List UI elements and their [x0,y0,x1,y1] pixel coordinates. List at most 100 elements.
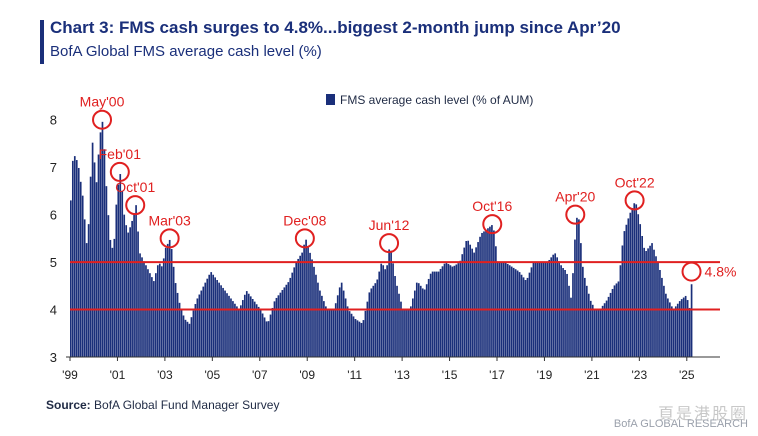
cash-bar [483,231,485,357]
cash-bar [330,309,333,357]
cash-bar [273,301,276,357]
annotation-label: Jun'12 [369,217,410,233]
x-tick-label: '01 [110,368,126,382]
cash-bar [194,304,197,357]
cash-bar [238,309,240,357]
cash-bar [279,292,282,357]
cash-bar [655,256,657,357]
cash-bar [530,267,533,357]
cash-bar [79,181,82,357]
cash-bar [218,282,220,357]
cash-bar [400,301,402,357]
cash-bar [518,272,521,357]
cash-bar [255,304,258,357]
annotation-label: May'00 [80,94,125,110]
cash-bar [633,203,636,357]
cash-bar [267,321,270,357]
cash-bar [283,287,286,357]
annotation-circle [379,233,400,254]
cash-bar [184,319,187,357]
annotation-label: Mar'03 [148,212,191,228]
cash-bar [83,219,86,357]
cash-bar [228,295,230,357]
cash-bar [661,277,663,357]
annotation-circle [294,228,315,249]
cash-bar [164,247,167,357]
footer-brand: BofA GLOBAL RESEARCH [613,418,748,430]
cash-bar [402,309,404,357]
cash-bar [206,278,209,357]
cash-bar [431,271,434,357]
cash-bar [327,309,329,357]
cash-bar [299,255,301,357]
cash-bar [455,264,458,357]
cash-bar [390,250,392,357]
cash-bar [583,277,586,357]
cash-bar [73,156,76,357]
cash-bar [643,247,645,357]
cash-bar [427,278,430,357]
cash-bar [356,320,359,357]
cash-bar [364,310,367,357]
cash-bar [412,298,414,357]
cash-bar [141,257,143,357]
cash-bar [548,259,551,357]
cash-bar [87,224,90,357]
cash-bar [690,284,693,357]
cash-bar [348,311,351,357]
cash-bar [481,232,483,357]
chart-subtitle: BofA Global FMS average cash level (%) [50,43,322,60]
cash-bar [155,273,157,357]
cash-bar [599,308,602,357]
cash-bar [437,271,440,357]
cash-bar [75,160,78,357]
cash-bar [123,214,126,357]
cash-bar [224,290,226,357]
cash-bar [408,309,410,357]
cash-bar [489,226,491,357]
cash-bar [580,243,582,357]
cash-bar [216,280,218,357]
cash-bar [192,310,195,357]
cash-bar [350,313,353,357]
cash-bar [342,290,345,357]
annotation-circle [92,109,113,130]
cash-bar [417,283,420,357]
cash-bar [370,288,373,357]
cash-bar [587,293,590,357]
cash-bar [105,186,108,357]
cash-bar [429,273,432,357]
cash-bar [271,307,274,357]
cash-bar [285,284,288,357]
cash-bar [669,302,671,357]
x-tick-label: '03 [157,368,173,382]
cash-bar [386,265,388,357]
cash-bar [340,282,343,357]
cash-bar [182,315,185,357]
cash-bar [625,224,628,357]
cash-bar [71,160,74,357]
cash-bar [311,259,313,357]
y-tick-label: 5 [50,255,57,270]
cash-bar [253,301,256,357]
cash-bar [281,290,284,357]
x-tick-label: '05 [205,368,221,382]
cash-bar [362,320,365,357]
cash-bar [637,214,640,357]
cash-bar [653,249,655,357]
annotation-circle [159,228,180,249]
cash-bar [635,204,638,357]
cash-bar [234,303,236,357]
cash-bar [269,314,272,357]
cash-bar [394,276,396,357]
watermark: 頁是港股圈 [657,404,748,423]
x-tick-label: '25 [679,368,695,382]
cash-bar [226,293,228,357]
cash-bar [425,284,428,357]
cash-bar [151,277,153,357]
cash-bar [603,303,606,357]
cash-bar [214,277,216,357]
cash-bar [487,228,489,357]
cash-bar [162,258,165,357]
